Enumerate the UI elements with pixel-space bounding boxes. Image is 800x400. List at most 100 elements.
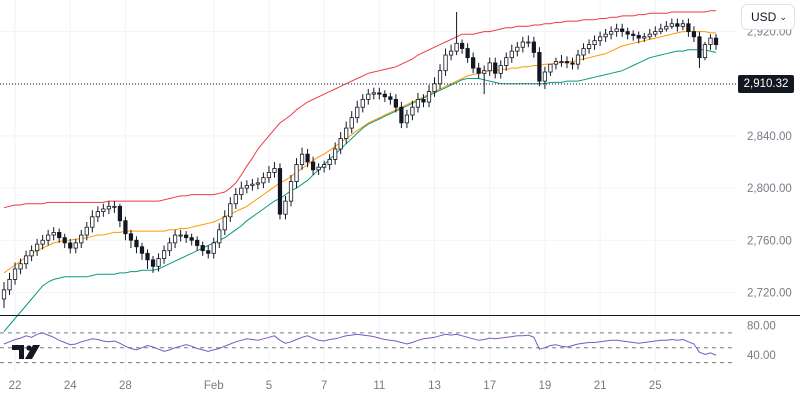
candle <box>189 233 194 246</box>
bollinger-bands <box>3 10 717 332</box>
candle <box>553 57 559 70</box>
candle-body <box>184 234 189 239</box>
candle-body <box>498 65 503 74</box>
candle-body <box>680 23 685 27</box>
candle-body <box>95 211 100 218</box>
candle <box>327 154 332 170</box>
candle-body <box>581 48 586 56</box>
candle-body <box>377 92 382 95</box>
candle-body <box>620 28 625 32</box>
candle <box>404 109 410 129</box>
candle-body <box>272 168 277 173</box>
candle <box>691 26 697 42</box>
candle-body <box>708 37 713 46</box>
candle <box>206 245 211 259</box>
candle <box>459 39 465 54</box>
time-tick-label: 13 <box>428 380 441 392</box>
candle <box>288 175 294 207</box>
price-axis[interactable]: 2,720.002,760.002,800.002,840.002,880.00… <box>747 27 792 300</box>
candle-body <box>603 33 608 38</box>
candle-body <box>349 117 354 129</box>
candle <box>195 236 200 251</box>
currency-selector[interactable]: USD ⌄ <box>741 4 795 30</box>
time-tick-label: 24 <box>64 380 77 392</box>
candle-body <box>206 250 211 254</box>
candle-body <box>51 232 56 236</box>
candle-body <box>40 239 45 245</box>
rsi-tick-label: 80.00 <box>747 320 776 332</box>
candle-body <box>609 31 614 35</box>
rsi-axis[interactable]: 80.00 40.00 <box>747 320 776 362</box>
candle-body <box>713 37 719 46</box>
candle-body <box>421 98 426 103</box>
candle <box>669 18 674 29</box>
time-tick-label: 22 <box>9 380 22 392</box>
candle-body <box>283 200 288 215</box>
bollinger-middle-band <box>3 31 716 274</box>
candle <box>322 160 327 173</box>
candle-body <box>7 278 12 291</box>
candle-body <box>244 185 249 189</box>
candle-body <box>487 62 492 72</box>
candle <box>84 222 89 241</box>
candle <box>437 64 443 89</box>
candle-body <box>636 35 641 39</box>
candle-body <box>471 57 476 69</box>
candle-body <box>79 234 84 244</box>
candle-body <box>228 203 233 218</box>
candle-body <box>642 36 647 39</box>
tradingview-logo[interactable] <box>10 342 44 362</box>
candle-body <box>101 208 106 212</box>
candle-body <box>178 234 183 237</box>
candle-body <box>112 205 117 208</box>
candle <box>266 165 272 183</box>
candle <box>520 36 525 53</box>
candle-body <box>150 259 156 267</box>
candle <box>421 94 426 108</box>
currency-label: USD <box>751 10 777 24</box>
candle <box>675 18 680 32</box>
time-tick-label: 11 <box>373 380 385 392</box>
candle <box>184 231 189 243</box>
candle <box>294 158 299 189</box>
candle <box>156 253 161 272</box>
candle <box>360 94 365 113</box>
time-axis[interactable]: 22 24 28 Feb 5 7 11 13 17 19 21 25 <box>9 380 662 392</box>
candle-body <box>117 205 123 222</box>
candle <box>355 100 360 123</box>
candle-body <box>570 62 575 65</box>
candle <box>178 229 183 242</box>
candle <box>338 132 343 155</box>
candle <box>283 195 288 220</box>
candle-body <box>239 187 244 196</box>
candle <box>349 111 354 134</box>
price-tick-label: 2,760.00 <box>747 235 792 247</box>
candle-body <box>432 83 437 92</box>
candle-body <box>575 54 581 65</box>
last-price-label: 2,910.32 <box>738 75 794 93</box>
chevron-down-icon: ⌄ <box>779 11 787 22</box>
candle-body <box>631 33 636 36</box>
candle <box>239 181 244 200</box>
candle-body <box>426 91 432 103</box>
candle <box>211 237 216 259</box>
candle-body <box>106 205 111 210</box>
candle <box>697 31 702 69</box>
candle-body <box>266 172 272 179</box>
candle <box>7 272 12 296</box>
candle <box>299 147 305 170</box>
candle <box>139 242 145 260</box>
candle-body <box>299 153 305 166</box>
candle-body <box>675 23 680 27</box>
candle-body <box>327 158 332 166</box>
candle-body <box>123 220 128 235</box>
candle <box>647 28 652 40</box>
candle-body <box>410 106 415 116</box>
candle-body <box>493 62 498 74</box>
candle-body <box>195 239 200 246</box>
candle-body <box>305 153 310 163</box>
candle-body <box>691 31 697 38</box>
candle-body <box>597 36 603 42</box>
candle <box>426 85 432 108</box>
